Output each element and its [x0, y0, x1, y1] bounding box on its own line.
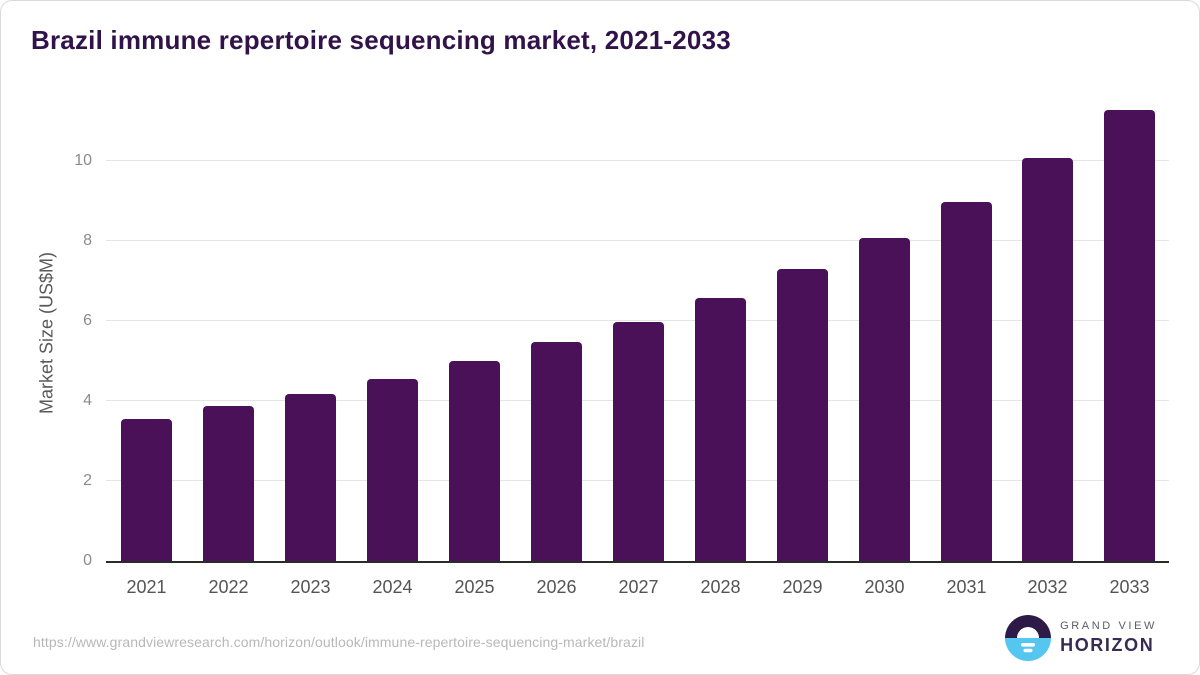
y-axis-title: Market Size (US$M) [36, 251, 57, 415]
grand-view-horizon-logo[interactable]: GRAND VIEW HORIZON [1005, 615, 1157, 661]
x-tick-label: 2031 [946, 577, 987, 597]
gridline [106, 160, 1169, 161]
logo-text-grand-view: GRAND VIEW [1060, 620, 1157, 632]
plot-area: 0 2 4 6 8 10 2021 2022 2023 2024 2025 2026 2027 2028 2… [74, 101, 1169, 597]
bar-2029[interactable] [777, 269, 828, 561]
y-tick-label: 10 [74, 152, 92, 169]
bar-2021[interactable] [121, 419, 172, 561]
bar-2032[interactable] [1022, 158, 1073, 561]
bar-2025[interactable] [449, 361, 500, 561]
x-tick-label: 2029 [782, 577, 823, 597]
x-tick-label: 2028 [700, 577, 741, 597]
x-tick-label: 2027 [618, 577, 659, 597]
bar-2022[interactable] [203, 406, 254, 561]
x-tick-label: 2030 [864, 577, 905, 597]
chart-title: Brazil immune repertoire sequencing mark… [31, 25, 731, 55]
bar-2027[interactable] [613, 322, 664, 561]
y-tick-label: 2 [83, 472, 92, 489]
gridline [106, 320, 1169, 321]
x-tick-label: 2024 [372, 577, 413, 597]
y-tick-label: 4 [83, 392, 92, 409]
logo-text: GRAND VIEW HORIZON [1060, 620, 1157, 656]
x-tick-label: 2025 [454, 577, 495, 597]
gridline [106, 240, 1169, 241]
source-url: https://www.grandviewresearch.com/horizo… [33, 634, 645, 650]
bar-2024[interactable] [367, 379, 418, 561]
y-tick-label: 6 [83, 312, 92, 329]
x-tick-label: 2023 [290, 577, 331, 597]
bar-2030[interactable] [859, 238, 910, 561]
x-tick-label: 2032 [1027, 577, 1068, 597]
x-tick-label: 2022 [208, 577, 249, 597]
y-tick-label: 8 [83, 232, 92, 249]
y-tick-label: 0 [83, 552, 92, 569]
bar-2026[interactable] [531, 342, 582, 561]
horizon-sun-icon [1005, 615, 1052, 661]
x-tick-label: 2026 [536, 577, 577, 597]
logo-text-horizon: HORIZON [1060, 635, 1155, 655]
bar-2031[interactable] [941, 202, 992, 561]
x-tick-label: 2021 [126, 577, 167, 597]
bar-2033[interactable] [1104, 110, 1155, 561]
x-tick-label: 2033 [1109, 577, 1150, 597]
bar-2023[interactable] [285, 394, 336, 561]
bar-2028[interactable] [695, 298, 746, 561]
